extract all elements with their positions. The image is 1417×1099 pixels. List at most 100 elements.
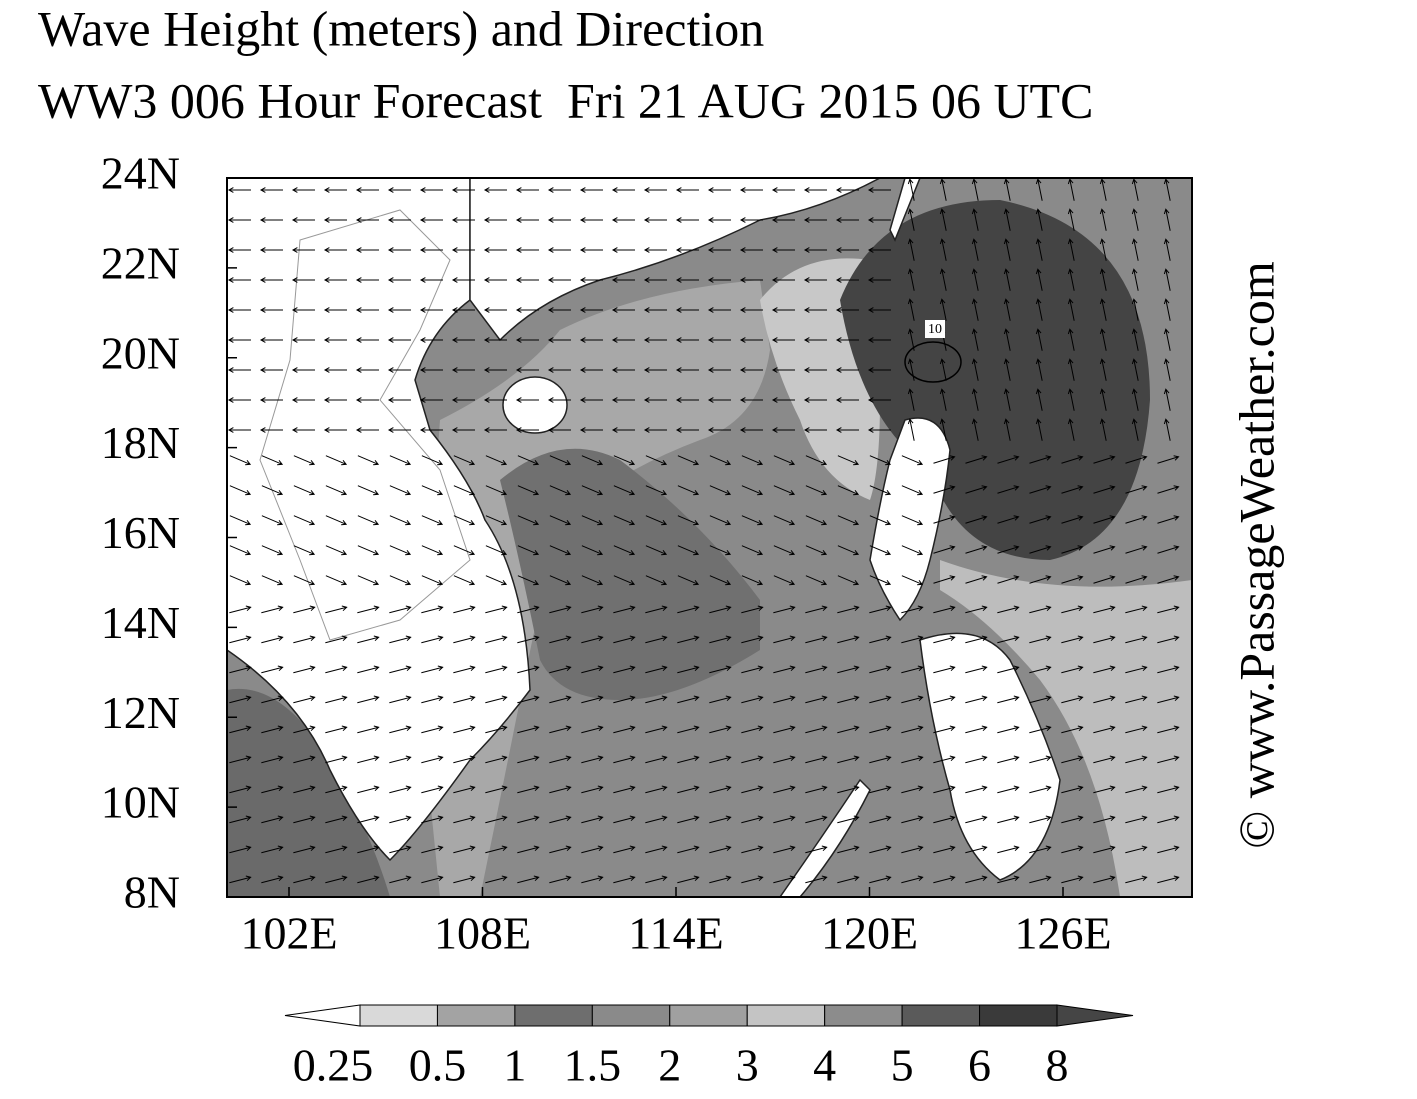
arrow (325, 725, 348, 734)
arrow (803, 247, 827, 253)
arrow (261, 815, 284, 824)
arrow (613, 875, 636, 884)
arrow (971, 268, 979, 291)
arrow (227, 397, 251, 403)
arrow (613, 785, 636, 794)
arrow (357, 575, 380, 586)
arrow (997, 815, 1020, 824)
arrow (1093, 605, 1116, 614)
arrow (227, 307, 251, 313)
arrow (933, 695, 956, 704)
arrow (933, 485, 956, 494)
arrow (869, 665, 892, 674)
arrow (293, 485, 316, 496)
arrow (939, 208, 947, 231)
arrow (965, 785, 988, 794)
arrow (965, 635, 988, 644)
colorbar-label: 8 (1046, 1040, 1069, 1091)
arrow (741, 545, 764, 556)
arrow (325, 785, 348, 794)
arrow (805, 635, 828, 644)
arrow (293, 605, 316, 614)
arrow (293, 635, 316, 644)
arrow (323, 247, 347, 253)
colorbar-box (746, 1004, 826, 1027)
arrow (709, 635, 732, 644)
arrow (1035, 268, 1043, 291)
arrow (741, 845, 764, 854)
arrow (229, 605, 252, 614)
arrow (741, 695, 764, 704)
arrow (611, 427, 635, 433)
arrow (997, 785, 1020, 794)
arrow (803, 397, 827, 403)
arrow (485, 545, 508, 556)
arrow (485, 575, 508, 586)
arrow (933, 845, 956, 854)
arrow (709, 725, 732, 734)
arrow (483, 187, 507, 193)
arrow (389, 665, 412, 674)
arrow (1131, 238, 1139, 261)
arrow (421, 635, 444, 644)
arrow (1099, 238, 1107, 261)
arrow (453, 755, 476, 764)
colorbar-box (514, 1004, 593, 1027)
arrow (677, 575, 700, 586)
colorbar-label: 1 (503, 1040, 526, 1091)
arrow (389, 875, 412, 884)
arrow (549, 545, 572, 556)
arrow (837, 605, 860, 614)
arrow (1093, 695, 1116, 704)
arrow (389, 485, 412, 496)
arrow (837, 545, 860, 556)
arrow (741, 815, 764, 824)
arrow (547, 217, 571, 223)
arrow (1157, 575, 1180, 584)
arrow (997, 545, 1020, 554)
arrow (323, 337, 347, 343)
arrow (261, 575, 284, 586)
arrow (805, 725, 828, 734)
arrow (933, 725, 956, 734)
colorbar-box (979, 1004, 1058, 1027)
arrow (739, 337, 763, 343)
arrow (419, 307, 443, 313)
arrow (357, 845, 380, 854)
arrow (707, 397, 731, 403)
arrow (1163, 418, 1171, 441)
lat-label: 14N (101, 597, 180, 648)
arrow (965, 815, 988, 824)
arrow (1163, 388, 1171, 411)
arrow (579, 427, 603, 433)
arrow (971, 178, 979, 201)
arrow (613, 695, 636, 704)
arrow (581, 605, 604, 614)
contour-label: 10 (928, 322, 942, 337)
arrow (741, 755, 764, 764)
arrow (451, 307, 475, 313)
arrow (643, 307, 667, 313)
arrow (997, 875, 1020, 884)
arrow (485, 695, 508, 704)
arrow (389, 575, 412, 586)
arrow (971, 238, 979, 261)
arrow (709, 695, 732, 704)
arrow (709, 875, 732, 884)
arrow (227, 367, 251, 373)
arrow (1131, 268, 1139, 291)
arrow (867, 217, 891, 223)
arrow (803, 427, 827, 433)
arrow (357, 755, 380, 764)
arrow (259, 337, 283, 343)
arrow (611, 277, 635, 283)
arrow (451, 427, 475, 433)
arrow (773, 845, 796, 854)
arrow (1157, 665, 1180, 674)
arrow (261, 785, 284, 794)
arrow (421, 485, 444, 496)
arrow (1029, 455, 1052, 464)
arrow (837, 755, 860, 764)
arrow (675, 247, 699, 253)
arrow (515, 217, 539, 223)
